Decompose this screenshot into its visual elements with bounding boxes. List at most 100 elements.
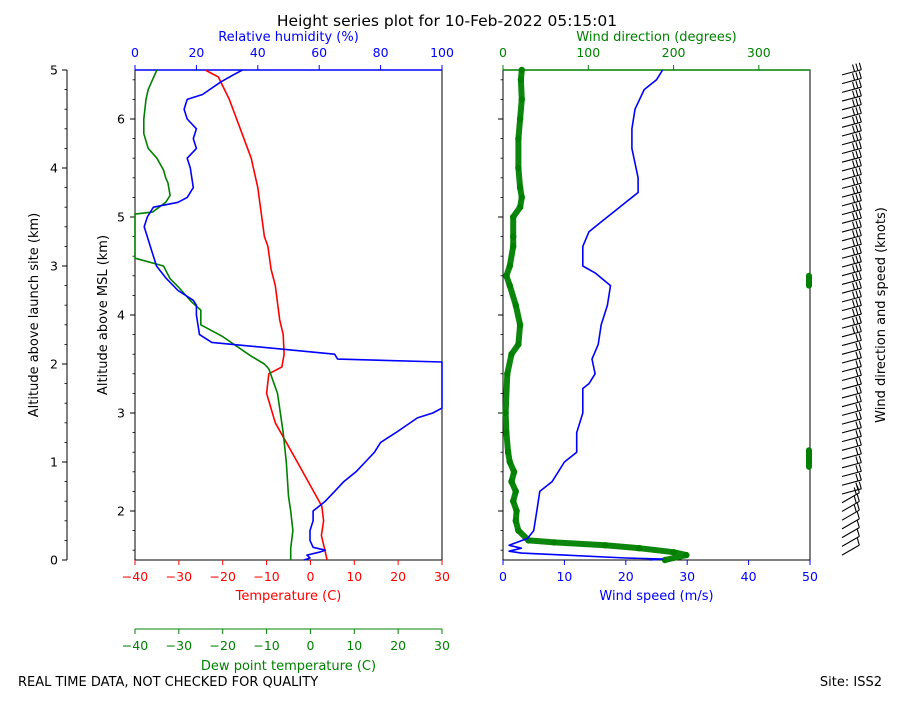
wind-barb-feather bbox=[855, 299, 859, 307]
wind-barb-feather bbox=[855, 133, 859, 141]
wind-barb-feather bbox=[852, 160, 856, 168]
dewpoint-axis-label: Dew point temperature (C) bbox=[201, 659, 376, 674]
wind-speed-line bbox=[508, 69, 664, 561]
wind-barb-feather bbox=[852, 291, 856, 299]
wind-barb-shaft bbox=[841, 366, 862, 373]
humidity-tick-label: 40 bbox=[250, 45, 266, 60]
alt-msl-axis-label: Altitude above MSL (km) bbox=[96, 235, 111, 395]
wind-direction-point bbox=[515, 527, 522, 534]
wind-barb-feather bbox=[858, 376, 862, 385]
wind-direction-point bbox=[516, 184, 524, 191]
wind-barb-shaft bbox=[841, 156, 862, 163]
wind-direction-point bbox=[516, 204, 524, 211]
wind-barb-shaft bbox=[841, 86, 862, 93]
wind-barb bbox=[841, 228, 862, 242]
wind-barb bbox=[841, 123, 862, 137]
wind-barb-shaft bbox=[841, 200, 862, 207]
wind-barb-feather bbox=[858, 280, 862, 289]
wind-barb-feather bbox=[852, 256, 856, 264]
wind-barb-feather bbox=[855, 142, 859, 150]
wind-barb bbox=[841, 529, 860, 547]
wind-barb bbox=[841, 520, 860, 539]
wind-barb-feather bbox=[855, 456, 859, 464]
wind-barb-feather bbox=[852, 212, 856, 221]
wind-barb-shaft bbox=[841, 296, 862, 303]
alt-site-axis-label: Altitude above launch site (km) bbox=[27, 213, 42, 417]
wind-direction-point bbox=[510, 233, 517, 240]
wind-barb-shaft bbox=[841, 112, 862, 120]
wind-direction-point bbox=[636, 545, 643, 552]
wind-barb-shaft bbox=[841, 357, 862, 364]
wind-direction-point bbox=[506, 282, 513, 289]
wind-barb bbox=[841, 411, 862, 425]
direction-tick-label: 100 bbox=[576, 45, 600, 60]
wind-barb-shaft bbox=[841, 104, 862, 111]
wind-barb-feather bbox=[856, 511, 860, 520]
wind-barb-feather bbox=[855, 176, 859, 185]
wind-direction-point bbox=[516, 321, 524, 328]
dewpoint-tick-label: −40 bbox=[122, 638, 148, 653]
wind-barb-shaft bbox=[841, 261, 862, 268]
dewpoint-tick-label: 10 bbox=[346, 638, 362, 653]
wind-barb bbox=[841, 481, 862, 495]
wind-direction-point bbox=[515, 164, 522, 172]
wind-barb-shaft bbox=[841, 304, 862, 312]
wind-barb-shaft bbox=[841, 339, 862, 347]
wind-barb-feather bbox=[855, 72, 859, 80]
wind-barb-feather bbox=[852, 125, 856, 133]
speed-tick-label: 40 bbox=[741, 569, 757, 584]
wind-barb-shaft bbox=[841, 544, 860, 556]
wind-barb-feather bbox=[852, 151, 856, 159]
humidity-tick-label: 20 bbox=[188, 45, 204, 60]
direction-tick-label: 200 bbox=[662, 45, 686, 60]
wind-barb bbox=[841, 62, 862, 76]
wind-direction-point bbox=[510, 468, 518, 475]
wind-barb-feather bbox=[858, 429, 862, 437]
alt-site-tick-label: 1 bbox=[50, 455, 58, 470]
wind-barb-feather bbox=[858, 106, 862, 114]
wind-barb bbox=[841, 464, 862, 478]
wind-barb-feather bbox=[852, 134, 856, 142]
wind-barb-feather bbox=[852, 317, 856, 325]
wind-barb-feather bbox=[855, 377, 859, 386]
wind-barb bbox=[841, 280, 862, 294]
humidity-tick-label: 60 bbox=[311, 45, 327, 60]
wind-barb bbox=[841, 272, 862, 285]
wind-barb-feather bbox=[852, 81, 856, 90]
wind-barb-feather bbox=[855, 194, 859, 202]
wind-barb bbox=[841, 368, 862, 382]
wind-barb-feather bbox=[855, 386, 859, 394]
alt-site-tick-label: 2 bbox=[50, 357, 58, 372]
wind-barb-shaft bbox=[841, 479, 862, 486]
wind-direction-point bbox=[510, 213, 517, 221]
wind-barb-shaft bbox=[841, 392, 862, 399]
wind-barb bbox=[841, 167, 862, 181]
wind-barb-feather bbox=[858, 420, 862, 428]
wind-direction-point bbox=[683, 551, 690, 559]
wind-barb-feather bbox=[855, 316, 859, 324]
wind-barb bbox=[841, 254, 862, 268]
wind-barb-shaft bbox=[841, 313, 862, 320]
humidity-axis-label: Relative humidity (%) bbox=[218, 30, 359, 45]
wind-barb-feather bbox=[855, 421, 859, 429]
alt-msl-tick-label: 2 bbox=[117, 504, 125, 519]
wind-barb-feather bbox=[858, 228, 862, 236]
wind-barb-feather bbox=[858, 210, 862, 219]
wind-barb-shaft bbox=[841, 139, 862, 146]
wind-barb-feather bbox=[852, 247, 856, 256]
wind-barb bbox=[841, 494, 860, 512]
wind-barb bbox=[841, 132, 862, 146]
wind-barb bbox=[841, 446, 862, 460]
wind-direction-point bbox=[518, 96, 525, 103]
wind-barb bbox=[841, 350, 862, 364]
wind-barb-shaft bbox=[841, 208, 862, 216]
alt-site-tick-label: 3 bbox=[50, 259, 58, 274]
wind-barb-feather bbox=[858, 438, 862, 446]
wind-barb-feather bbox=[855, 351, 859, 359]
wind-barb-feather bbox=[852, 282, 856, 290]
wind-panel: 0 10 20 30 40 50 Wind speed (m/s) 0 100 200 300 Win… bbox=[498, 30, 818, 604]
wind-barb bbox=[841, 341, 862, 355]
